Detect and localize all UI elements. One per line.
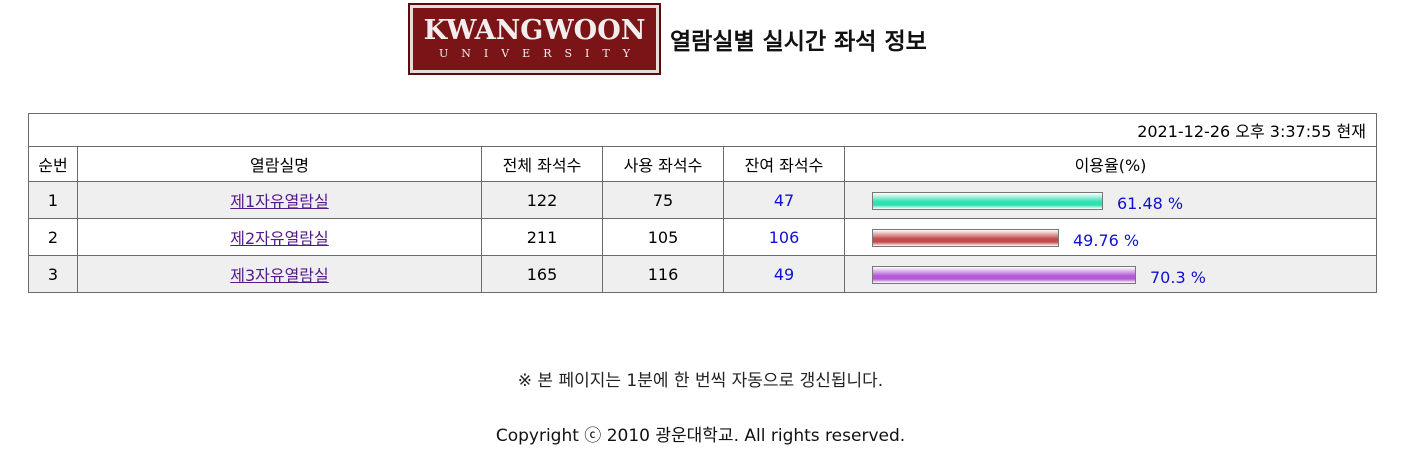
header-remaining-seats: 잔여 좌석수 — [723, 146, 845, 182]
logo-sub-text: UNIVERSITY — [439, 47, 643, 60]
table-header-row: 순번 열람실명 전체 좌석수 사용 좌석수 잔여 좌석수 이용율(%) — [28, 146, 1377, 182]
header-total-seats: 전체 좌석수 — [481, 146, 603, 182]
usage-bar — [872, 191, 1103, 210]
room-link[interactable]: 제1자유열람실 — [230, 192, 329, 211]
row-no: 1 — [28, 181, 78, 219]
seat-status-table: 2021-12-26 오후 3:37:55 현재 순번 열람실명 전체 좌석수 … — [28, 113, 1377, 293]
usage-percent: 61.48 % — [1117, 194, 1184, 213]
usage-rate-cell: 61.48 % — [844, 181, 1377, 219]
room-name-cell: 제1자유열람실 — [77, 181, 482, 219]
usage-bar — [872, 265, 1136, 284]
remaining-seats: 49 — [723, 255, 845, 293]
usage-rate-cell: 70.3 % — [844, 255, 1377, 293]
usage-rate-cell: 49.76 % — [844, 218, 1377, 256]
total-seats: 122 — [481, 181, 603, 219]
header-no: 순번 — [28, 146, 78, 182]
room-name-cell: 제2자유열람실 — [77, 218, 482, 256]
copyright: Copyright ⓒ 2010 광운대학교. All rights reser… — [495, 426, 906, 446]
row-no: 2 — [28, 218, 78, 256]
usage-percent: 70.3 % — [1150, 268, 1206, 287]
timestamp-row: 2021-12-26 오후 3:37:55 현재 — [28, 113, 1377, 147]
usage-bar — [872, 228, 1059, 247]
remaining-seats: 106 — [723, 218, 845, 256]
total-seats: 211 — [481, 218, 603, 256]
room-name-cell: 제3자유열람실 — [77, 255, 482, 293]
row-no: 3 — [28, 255, 78, 293]
used-seats: 75 — [602, 181, 724, 219]
total-seats: 165 — [481, 255, 603, 293]
used-seats: 105 — [602, 218, 724, 256]
table-row: 3 제3자유열람실 165 116 49 70.3 % — [28, 255, 1377, 293]
room-link[interactable]: 제3자유열람실 — [230, 266, 329, 285]
page-title: 열람실별 실시간 좌석 정보 — [670, 29, 927, 55]
university-logo: KWANGWOON UNIVERSITY — [408, 3, 661, 75]
room-link[interactable]: 제2자유열람실 — [230, 229, 329, 248]
table-row: 1 제1자유열람실 122 75 47 61.48 % — [28, 181, 1377, 219]
page-header: KWANGWOON UNIVERSITY 열람실별 실시간 좌석 정보 — [408, 3, 927, 75]
timestamp: 2021-12-26 오후 3:37:55 현재 — [28, 113, 1377, 147]
table-row: 2 제2자유열람실 211 105 106 49.76 % — [28, 218, 1377, 256]
remaining-seats: 47 — [723, 181, 845, 219]
header-used-seats: 사용 좌석수 — [602, 146, 724, 182]
used-seats: 116 — [602, 255, 724, 293]
auto-refresh-notice: ※ 본 페이지는 1분에 한 번씩 자동으로 갱신됩니다. — [517, 371, 884, 391]
header-room-name: 열람실명 — [77, 146, 482, 182]
header-usage-rate: 이용율(%) — [844, 146, 1377, 182]
logo-main-text: KWANGWOON — [423, 15, 646, 46]
usage-percent: 49.76 % — [1073, 231, 1140, 250]
